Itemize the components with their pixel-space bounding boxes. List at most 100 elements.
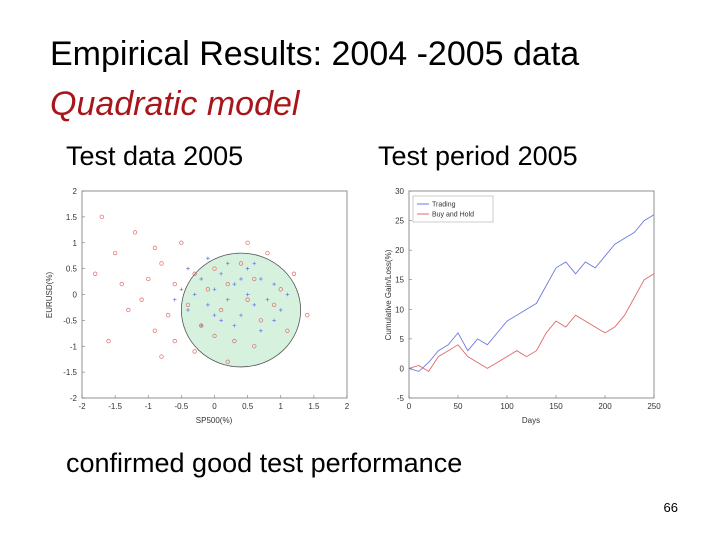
scatter-point-plus bbox=[219, 272, 223, 276]
scatter-point-plus bbox=[206, 256, 210, 261]
scatter-point-circle bbox=[159, 261, 164, 266]
scatter-point-circle bbox=[165, 313, 171, 318]
scatter-x-tick-label: 0.5 bbox=[242, 402, 254, 411]
line-y-tick-label: 20 bbox=[395, 246, 404, 255]
scatter-y-tick-label: -0.5 bbox=[63, 316, 77, 325]
scatter-point-circle bbox=[119, 281, 124, 287]
scatter-y-tick-label: 0.5 bbox=[66, 265, 78, 274]
scatter-point-circle bbox=[265, 250, 270, 256]
scatter-point-plus bbox=[212, 313, 217, 317]
scatter-point-circle bbox=[93, 271, 98, 276]
conclusion-text: confirmed good test performance bbox=[66, 448, 463, 478]
scatter-point-circle bbox=[291, 271, 297, 276]
scatter-point-circle bbox=[192, 271, 197, 276]
scatter-point-circle bbox=[159, 354, 164, 359]
scatter-x-tick-label: -1 bbox=[145, 402, 153, 411]
scatter-point-plus bbox=[285, 292, 290, 297]
legend-label-trading: Trading bbox=[432, 202, 456, 209]
scatter-point-plus bbox=[232, 323, 237, 328]
scatter-point-circle bbox=[192, 349, 197, 354]
scatter-point-circle bbox=[245, 240, 250, 245]
scatter-point-plus bbox=[265, 297, 270, 302]
scatter-y-tick-label: 2 bbox=[73, 187, 78, 196]
line-legend: Trading Buy and Hold bbox=[412, 195, 494, 223]
scatter-point-plus bbox=[259, 277, 263, 281]
scatter-point-plus bbox=[206, 303, 210, 307]
scatter-point-circle bbox=[305, 313, 310, 318]
scatter-point-circle bbox=[126, 307, 131, 313]
scatter-chart: -2 -1.5 -1 -0.5 0 0.5 1 1.5 2 -2 -1.5 -1 -0.5 0 0.5 1 1.… bbox=[45, 187, 350, 425]
line-x-axis-label: Days bbox=[522, 416, 540, 425]
page-number: 66 bbox=[663, 500, 678, 515]
line-y-tick-label: 15 bbox=[395, 276, 404, 285]
line-y-tick-label: 30 bbox=[395, 187, 404, 196]
scatter-point-plus bbox=[232, 282, 237, 286]
scatter-point-plus bbox=[179, 287, 184, 292]
scatter-point-circle bbox=[238, 261, 244, 266]
scatter-point-plus bbox=[239, 313, 243, 317]
scatter-point-plus bbox=[192, 292, 197, 297]
line-x-tick-label: 200 bbox=[598, 402, 612, 411]
scatter-point-circle bbox=[212, 333, 217, 339]
line-y-axis-label: Cumulative Gain/Loss(%) bbox=[384, 249, 393, 340]
scatter-point-circle bbox=[225, 281, 230, 287]
caption-test-data: Test data 2005 bbox=[66, 141, 244, 171]
line-series-trading bbox=[408, 214, 655, 372]
line-y-tick-label: 10 bbox=[395, 305, 404, 314]
scatter-point-plus bbox=[199, 277, 204, 281]
scatter-point-plus bbox=[172, 297, 177, 302]
scatter-point-circle bbox=[245, 297, 250, 302]
scatter-y-tick-label: -1 bbox=[70, 342, 78, 351]
scatter-point-plus bbox=[278, 308, 283, 312]
scatter-point-circle bbox=[252, 344, 257, 349]
scatter-x-tick-label: 1 bbox=[279, 402, 284, 411]
scatter-y-axis-label: EURUSD(%) bbox=[45, 272, 54, 319]
scatter-point-plus bbox=[272, 282, 276, 286]
scatter-point-circle bbox=[172, 338, 177, 344]
scatter-point-circle bbox=[285, 328, 290, 333]
scatter-point-circle bbox=[212, 266, 217, 271]
scatter-point-circle bbox=[179, 240, 184, 245]
line-plot-area bbox=[408, 190, 655, 399]
line-x-tick-label: 250 bbox=[647, 402, 661, 411]
scatter-point-plus bbox=[245, 292, 250, 297]
scatter-x-tick-label: -0.5 bbox=[174, 402, 188, 411]
scatter-point-circle bbox=[152, 328, 158, 333]
scatter-point-circle bbox=[232, 338, 237, 344]
scatter-x-axis-label: SP500(%) bbox=[196, 416, 233, 425]
scatter-point-plus bbox=[199, 323, 204, 328]
scatter-point-circle bbox=[112, 250, 118, 256]
scatter-point-plus bbox=[245, 266, 250, 271]
scatter-y-tick-label: 1.5 bbox=[66, 213, 78, 222]
scatter-point-circle bbox=[106, 338, 111, 344]
scatter-point-circle bbox=[205, 287, 211, 292]
scatter-point-circle bbox=[172, 281, 177, 287]
scatter-point-circle bbox=[132, 230, 138, 235]
line-y-tick-label: -5 bbox=[397, 394, 405, 403]
scatter-x-tick-label: -2 bbox=[78, 402, 86, 411]
scatter-point-plus bbox=[212, 287, 217, 292]
caption-test-period: Test period 2005 bbox=[378, 141, 578, 171]
line-x-tick-label: 50 bbox=[454, 402, 463, 411]
scatter-point-circle bbox=[99, 214, 105, 220]
line-x-tick-label: 150 bbox=[549, 402, 563, 411]
scatter-point-circle bbox=[278, 287, 283, 292]
scatter-point-circle bbox=[152, 245, 158, 251]
scatter-y-tick-label: -2 bbox=[70, 394, 78, 403]
line-x-tick-label: 0 bbox=[407, 402, 412, 411]
scatter-y-tick-label: 0 bbox=[73, 291, 78, 300]
scatter-point-circle bbox=[225, 359, 230, 364]
slide-subtitle: Quadratic model bbox=[50, 85, 300, 123]
scatter-point-plus bbox=[225, 297, 230, 302]
scatter-point-plus bbox=[219, 318, 223, 323]
scatter-point-circle bbox=[139, 297, 144, 302]
line-y-tick-label: 5 bbox=[400, 335, 405, 344]
scatter-point-plus bbox=[259, 328, 263, 333]
decision-ellipse bbox=[180, 252, 302, 368]
scatter-point-plus bbox=[186, 266, 190, 271]
scatter-point-circle bbox=[271, 302, 277, 307]
scatter-x-tick-label: 1.5 bbox=[308, 402, 320, 411]
line-series-buy-and-hold bbox=[408, 273, 655, 373]
legend-box bbox=[412, 195, 494, 223]
